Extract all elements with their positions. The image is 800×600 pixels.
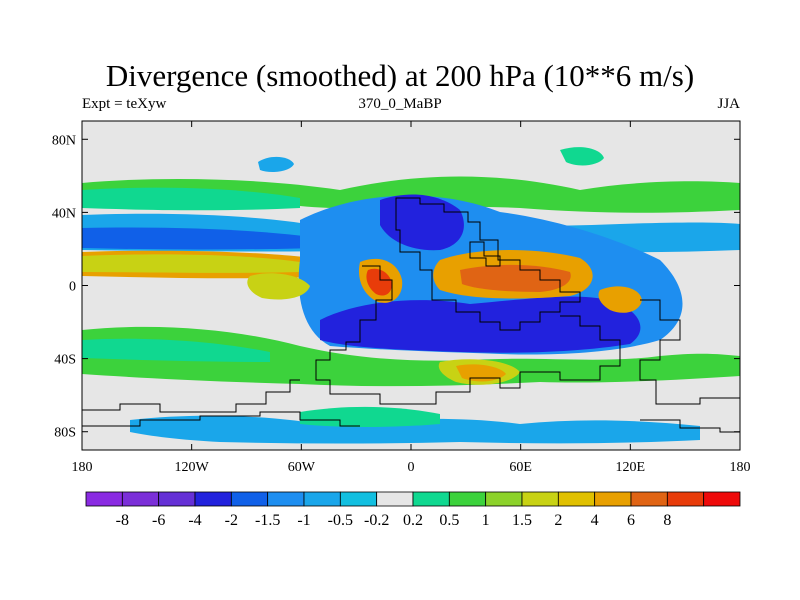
lon-tick-label: 180 [730, 460, 751, 475]
colorbar-swatch [703, 491, 741, 507]
map-field [82, 121, 740, 450]
colorbar-label: 4 [591, 512, 599, 529]
field-nh-teal-band [82, 187, 300, 211]
colorbar-label: 8 [663, 512, 671, 529]
lon-tick-label: 60W [288, 460, 316, 475]
colorbar-swatch [448, 491, 487, 507]
period-label: 370_0_MaBP [358, 96, 442, 112]
experiment-label: Expt = teXyw [82, 96, 167, 112]
colorbar: -8 -6 -4 -2 -1.5 -1 -0.5 -0.2 0.2 0.5 1 1.5 2 4 6 8 [85, 491, 741, 529]
outline-east-peninsula [469, 241, 501, 267]
lat-tick-label: 40S [54, 353, 76, 368]
colorbar-label: -6 [152, 512, 165, 529]
map-axes: 80N 40N 0 40S 80S 180 120W 60W 0 60E 120E 180 [52, 121, 751, 475]
colorbar-swatch [121, 491, 160, 507]
field-maximum-pacific-west [598, 286, 642, 313]
lat-tick-label: 40N [52, 206, 76, 221]
colorbar-label: -2 [225, 512, 238, 529]
lon-tick-label: 120E [616, 460, 646, 475]
colorbar-swatch [303, 491, 341, 507]
colorbar-label: -0.2 [364, 512, 389, 529]
colorbar-label: -1 [297, 512, 310, 529]
field-north-darkblue-region [380, 194, 464, 251]
field-maximum-atlantic [247, 273, 310, 300]
field-tropical-yellow-band [82, 254, 300, 273]
colorbar-swatch [230, 491, 269, 507]
lon-tick-label: 0 [408, 460, 415, 475]
field-arctic-teal-patch [560, 147, 604, 166]
lat-tick-label: 80N [52, 133, 76, 148]
colorbar-label: 2 [554, 512, 562, 529]
colorbar-swatch [666, 491, 705, 507]
colorbar-label: -1.5 [255, 512, 280, 529]
colorbar-swatch [339, 491, 378, 507]
field-sh-orange-patch [456, 364, 506, 382]
colorbar-swatch [557, 491, 596, 507]
outline-south-polar [82, 411, 360, 427]
continent-outlines [82, 197, 740, 433]
colorbar-label: -8 [116, 512, 129, 529]
colorbar-swatch [412, 491, 450, 507]
field-sh-teal-band [82, 338, 270, 362]
colorbar-swatch [158, 491, 196, 507]
colorbar-label: 0.2 [403, 512, 423, 529]
outline-south-polar-east [640, 419, 740, 433]
field-sh-green-band [82, 326, 740, 387]
outline-southern-continent [82, 379, 300, 413]
field-nh-blue-band [82, 227, 320, 250]
colorbar-swatch [376, 491, 414, 507]
colorbar-label: 6 [627, 512, 635, 529]
outline-east-islands [639, 299, 740, 405]
colorbar-swatch [194, 491, 232, 507]
colorbar-swatch [267, 491, 305, 507]
lon-tick-label: 180 [72, 460, 93, 475]
lat-tick-label: 0 [69, 280, 76, 295]
colorbar-label: 1.5 [512, 512, 532, 529]
field-sh-cyan-band [130, 415, 700, 444]
outline-central-continent [315, 265, 621, 405]
colorbar-swatch [630, 491, 668, 507]
colorbar-label: 1 [482, 512, 490, 529]
field-central-darkblue-region [320, 296, 641, 353]
field-maximum-africa-east-core [460, 264, 571, 292]
colorbar-swatch [85, 491, 123, 507]
colorbar-swatch [485, 491, 523, 507]
outline-north-continent [395, 197, 581, 331]
lon-tick-label: 120W [175, 460, 210, 475]
field-sh-teal-band-south [300, 406, 440, 427]
map-title: Divergence (smoothed) at 200 hPa (10**6 … [105, 58, 695, 93]
colorbar-label: -0.5 [328, 512, 353, 529]
field-maximum-africa-west-core [366, 268, 392, 296]
lon-tick-label: 60E [509, 460, 532, 475]
lat-tick-label: 80S [54, 426, 76, 441]
colorbar-swatch [521, 491, 559, 507]
field-arctic-cyan-patch [258, 156, 294, 172]
colorbar-label: -4 [188, 512, 201, 529]
colorbar-label: 0.5 [439, 512, 459, 529]
colorbar-swatch [594, 491, 632, 507]
season-label: JJA [717, 96, 740, 112]
